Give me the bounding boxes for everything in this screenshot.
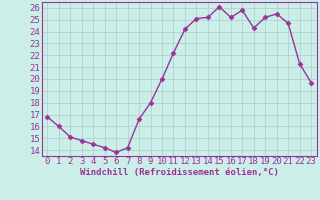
X-axis label: Windchill (Refroidissement éolien,°C): Windchill (Refroidissement éolien,°C) [80,168,279,177]
